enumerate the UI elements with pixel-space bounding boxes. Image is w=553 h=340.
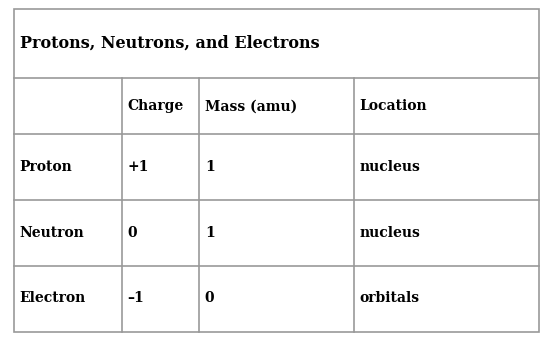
Text: 0: 0 (205, 291, 215, 305)
Text: Electron: Electron (19, 291, 86, 305)
Text: nucleus: nucleus (360, 226, 421, 240)
Text: 0: 0 (127, 226, 137, 240)
Text: nucleus: nucleus (360, 160, 421, 174)
Text: Proton: Proton (19, 160, 72, 174)
Text: Mass (amu): Mass (amu) (205, 99, 297, 113)
Text: –1: –1 (127, 291, 144, 305)
Text: Charge: Charge (127, 99, 183, 113)
Text: Protons, Neutrons, and Electrons: Protons, Neutrons, and Electrons (20, 35, 320, 52)
Text: +1: +1 (127, 160, 148, 174)
Text: orbitals: orbitals (360, 291, 420, 305)
Text: 1: 1 (205, 160, 215, 174)
Text: Neutron: Neutron (19, 226, 84, 240)
Text: Location: Location (360, 99, 427, 113)
Text: 1: 1 (205, 226, 215, 240)
